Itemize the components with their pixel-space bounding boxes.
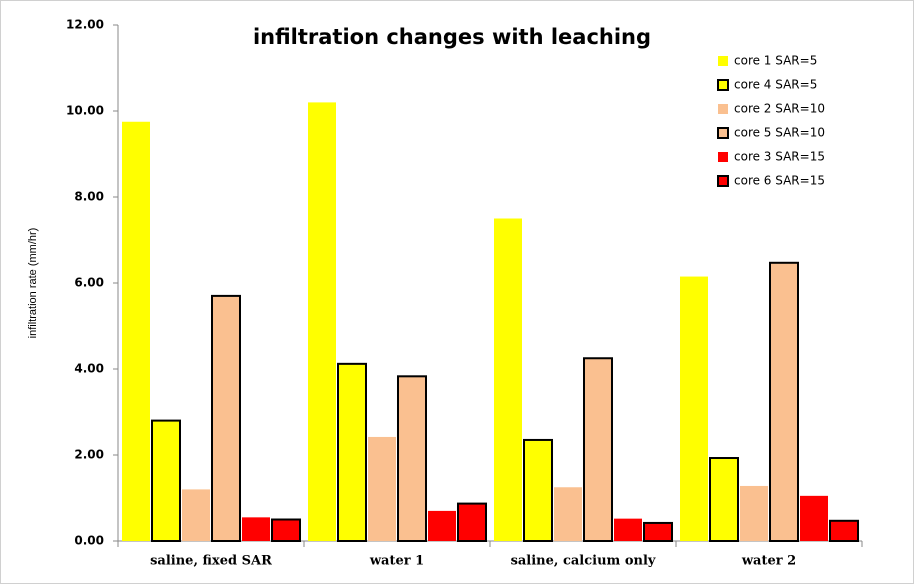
x-tick-label: water 1 xyxy=(369,554,424,569)
y-tick-label: 2.00 xyxy=(74,448,104,462)
bar xyxy=(614,518,642,541)
y-axis-label: infiltration rate (mm/hr) xyxy=(27,228,39,339)
bar xyxy=(769,261,799,542)
legend-label: core 4 SAR=5 xyxy=(734,78,817,92)
x-tick-label: saline, fixed SAR xyxy=(150,554,272,569)
bar xyxy=(337,362,367,542)
x-tick-label: saline, calcium only xyxy=(511,554,656,569)
legend-label: core 2 SAR=10 xyxy=(734,102,825,116)
y-tick-label: 0.00 xyxy=(74,534,104,548)
bar xyxy=(800,495,828,541)
bar xyxy=(494,218,522,541)
bar xyxy=(829,519,859,542)
bar xyxy=(428,510,456,541)
bar xyxy=(643,521,673,543)
legend-swatch xyxy=(718,56,728,66)
chart-title: infiltration changes with leaching xyxy=(253,25,651,49)
bar xyxy=(523,438,553,543)
bar xyxy=(554,487,582,541)
bar xyxy=(457,502,487,542)
bar xyxy=(271,518,301,542)
legend-swatch xyxy=(717,175,729,187)
bar xyxy=(740,485,768,541)
bar xyxy=(122,121,150,541)
bar xyxy=(151,419,181,543)
legend-swatch xyxy=(718,104,728,114)
legend-label: core 3 SAR=15 xyxy=(734,150,825,164)
bar xyxy=(368,436,396,541)
bar xyxy=(182,489,210,541)
bar xyxy=(242,517,270,541)
legend-swatch xyxy=(717,127,729,139)
y-tick-label: 4.00 xyxy=(74,362,104,376)
bar xyxy=(308,102,336,542)
bar xyxy=(397,375,427,542)
y-tick-label: 10.00 xyxy=(66,104,104,118)
legend-label: core 1 SAR=5 xyxy=(734,54,817,68)
bar xyxy=(680,276,708,541)
bar xyxy=(211,294,241,542)
legend-label: core 5 SAR=10 xyxy=(734,126,825,140)
y-tick-label: 6.00 xyxy=(74,276,104,290)
y-tick-label: 8.00 xyxy=(74,190,104,204)
bar xyxy=(709,457,739,543)
legend-swatch xyxy=(717,79,729,91)
y-tick-label: 12.00 xyxy=(66,18,104,32)
x-tick-label: water 2 xyxy=(741,554,796,569)
legend-swatch xyxy=(718,152,728,162)
legend-label: core 6 SAR=15 xyxy=(734,174,825,188)
bar xyxy=(583,357,613,542)
